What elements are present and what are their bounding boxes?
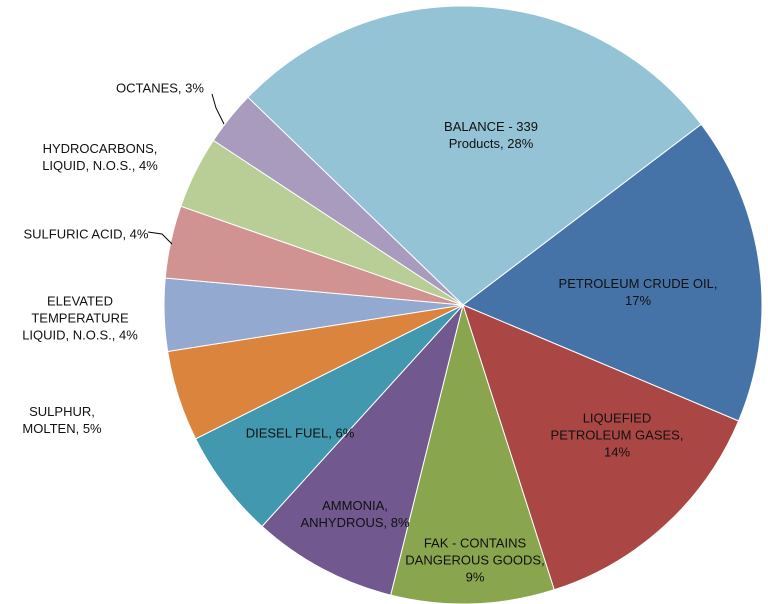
data-label: ELEVATED TEMPERATURE LIQUID, N.O.S., 4% (22, 293, 138, 343)
pie-slice (212, 96, 464, 306)
data-label: AMMONIA, ANHYDROUS, 8% (300, 498, 410, 530)
data-label: FAK - CONTAINS DANGEROUS GOODS, 9% (405, 535, 545, 585)
data-label: SULFURIC ACID, 4% (23, 226, 149, 242)
pie-slice (261, 304, 464, 596)
data-label: LIQUEFIED PETROLEUM GASES, 14% (550, 410, 684, 460)
data-label: DIESEL FUEL, 6% (245, 425, 355, 441)
leader-line (147, 231, 173, 245)
pie-slice (247, 5, 702, 306)
data-label: SULPHUR, MOLTEN, 5% (22, 404, 102, 436)
data-label: OCTANES, 3% (116, 80, 204, 96)
data-label: HYDROCARBONS, LIQUID, N.O.S., 4% (42, 141, 158, 173)
data-label: PETROLEUM CRUDE OIL, 17% (558, 276, 718, 308)
leader-line (211, 93, 225, 125)
pie-slice (462, 123, 763, 422)
data-label: BALANCE - 339 Products, 28% (444, 119, 538, 151)
